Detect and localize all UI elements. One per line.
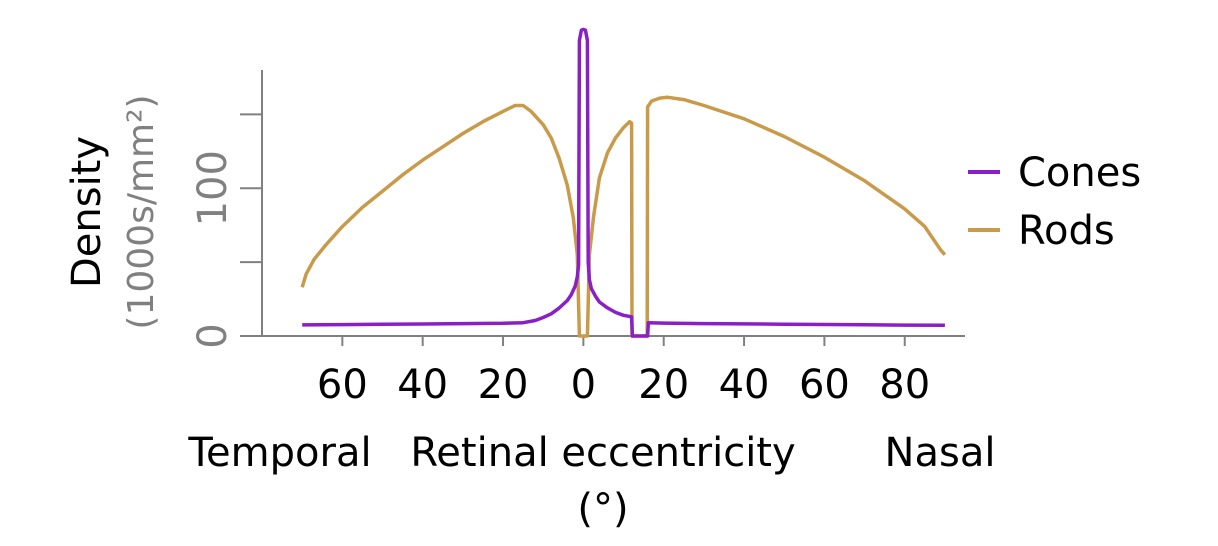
legend-label-rods: Rods xyxy=(1018,208,1115,254)
x-side-label-right: Nasal xyxy=(885,430,996,476)
x-axis-label: Retinal eccentricity xyxy=(410,430,795,476)
series-line-rods xyxy=(300,95,947,338)
x-axis-units: (°) xyxy=(577,486,628,532)
y-axis-label: Density xyxy=(64,136,110,288)
y-tick-label: 100 xyxy=(190,150,236,226)
axes: 0 100 60 40 20 0 20 40 60 80 xyxy=(190,70,965,408)
x-tick-label: 20 xyxy=(478,362,529,408)
legend-label-cones: Cones xyxy=(1018,150,1141,196)
x-tick-label: 60 xyxy=(799,362,850,408)
x-tick-label: 80 xyxy=(879,362,930,408)
x-tick-label: 40 xyxy=(397,362,448,408)
x-tick-label: 60 xyxy=(317,362,368,408)
x-tick-label: 40 xyxy=(719,362,770,408)
series-layer xyxy=(300,27,947,338)
x-tick-label: 20 xyxy=(638,362,689,408)
y-tick-label: 0 xyxy=(190,323,236,348)
y-axis-units: (1000s/mm²) xyxy=(121,94,162,329)
y-axis-title: Density (1000s/mm²) xyxy=(64,94,162,329)
x-side-label-left: Temporal xyxy=(187,430,371,476)
x-tick-label: 0 xyxy=(571,362,596,408)
legend: Cones Rods xyxy=(968,150,1141,254)
series-line-cones xyxy=(302,27,945,338)
